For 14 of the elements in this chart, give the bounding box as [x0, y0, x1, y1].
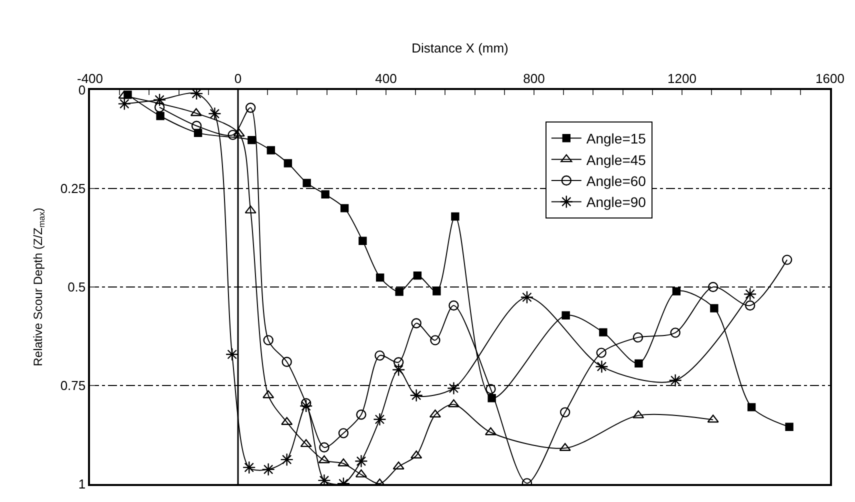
legend-label: Angle=15	[586, 130, 646, 147]
y-tick-label: 0.75	[60, 378, 86, 394]
y-tick-label: 0.5	[68, 280, 86, 295]
x-tick-label: 1200	[668, 71, 696, 86]
y-tick-label: 0.25	[60, 181, 86, 196]
x-tick-label: 0	[234, 71, 242, 86]
x-tick-label: 400	[375, 71, 397, 86]
legend-label: Angle=90	[586, 194, 646, 210]
y-tick-label: 1	[78, 476, 86, 492]
x-tick-label: 1600	[816, 71, 844, 86]
x-tick-label: 800	[523, 71, 545, 86]
legend-label: Angle=45	[586, 152, 646, 168]
legend-label: Angle=60	[586, 172, 646, 189]
x-axis-title: Distance X (mm)	[412, 40, 508, 56]
